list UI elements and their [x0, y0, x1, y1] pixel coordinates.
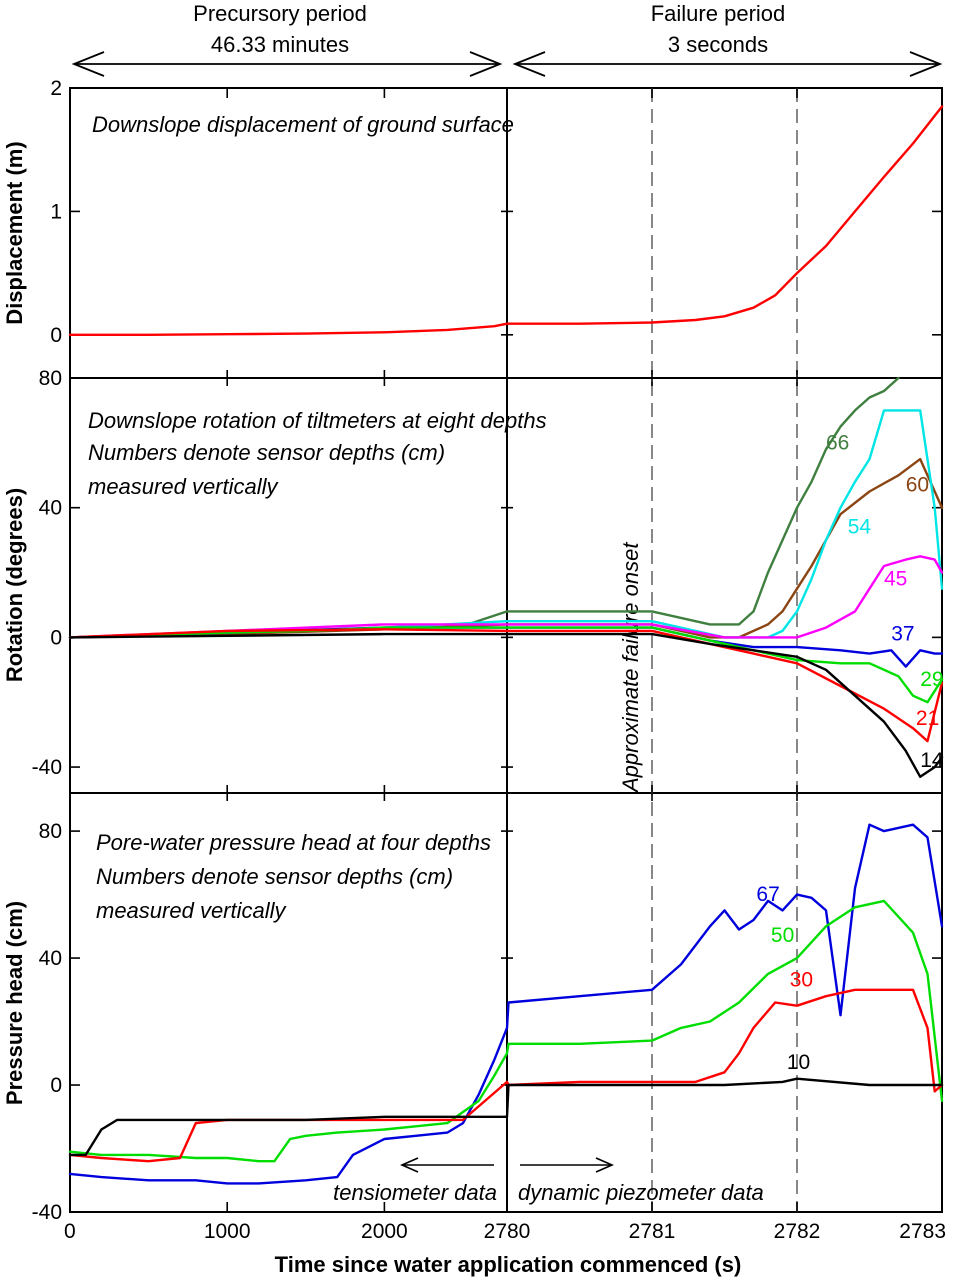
- series-label-21: 21: [916, 707, 939, 730]
- failure-onset-annotation: Approximate failure onset: [618, 542, 643, 794]
- tensiometer-arrow: [400, 1157, 494, 1173]
- x-tick-label: 2000: [361, 1220, 408, 1243]
- y-tick-label: 80: [39, 820, 62, 843]
- pressure-axis-title: Pressure head (cm): [2, 901, 27, 1105]
- x-tick-label: 1000: [204, 1220, 251, 1243]
- x-tick-label: 2781: [629, 1220, 676, 1243]
- series-line-30: [68, 988, 944, 1163]
- y-axis-ticks: 0 1 2 -40 0 40 80 -40 0 40 80: [32, 77, 942, 1224]
- piezometer-label: dynamic piezometer data: [518, 1180, 764, 1205]
- x-axis-ticks: 0 1000 2000 2780 2781 2782 2783: [64, 88, 946, 1243]
- series-line: [68, 105, 944, 336]
- pressure-panel-note-1: Numbers denote sensor depths (cm): [96, 864, 453, 889]
- x-tick-label: 2783: [899, 1220, 946, 1243]
- series-label-14: 14: [920, 749, 944, 772]
- precursory-title: Precursory period: [193, 1, 367, 26]
- failure-arrow: [512, 51, 943, 77]
- rotation-panel-title: Downslope rotation of tiltmeters at eigh…: [88, 408, 547, 433]
- displacement-panel-title: Downslope displacement of ground surface: [92, 112, 514, 137]
- x-tick-label: 2782: [774, 1220, 821, 1243]
- series-line-50: [68, 899, 944, 1163]
- rotation-panel-note-1: Numbers denote sensor depths (cm): [88, 440, 445, 465]
- series-label-67: 67: [756, 883, 779, 906]
- y-tick-label: 0: [50, 1074, 62, 1097]
- series-label-50: 50: [771, 924, 794, 947]
- y-tick-label: 2: [50, 77, 62, 100]
- pressure-panel-note-2: measured vertically: [96, 898, 288, 923]
- y-tick-label: 40: [39, 947, 62, 970]
- x-axis-title: Time since water application commenced (…: [275, 1252, 742, 1277]
- failure-duration: 3 seconds: [668, 32, 768, 57]
- y-tick-label: 1: [50, 200, 62, 223]
- pressure-panel-title: Pore-water pressure head at four depths: [96, 830, 491, 855]
- series-line-14: [68, 632, 944, 778]
- precursory-duration: 46.33 minutes: [211, 32, 349, 57]
- y-tick-label: 0: [50, 626, 62, 649]
- y-tick-label: 80: [39, 367, 62, 390]
- series-label-60: 60: [906, 473, 929, 496]
- y-tick-label: 0: [50, 324, 62, 347]
- displacement-axis-title: Displacement (m): [2, 141, 27, 324]
- series-label-29: 29: [920, 668, 943, 691]
- rotation-panel-note-2: measured vertically: [88, 474, 280, 499]
- y-tick-label: -40: [32, 1201, 62, 1224]
- piezometer-arrow: [520, 1157, 614, 1173]
- series-line-54: [68, 409, 944, 639]
- series-label-37: 37: [891, 623, 914, 646]
- series-label-45: 45: [884, 568, 907, 591]
- series-label-54: 54: [848, 516, 872, 539]
- tensiometer-label: tensiometer data: [333, 1180, 497, 1205]
- series-labels: 66 60 54 45 37 29 21 14 67 50 30 10: [756, 431, 944, 1074]
- precursory-arrow: [71, 51, 503, 77]
- x-tick-label: 0: [64, 1220, 76, 1243]
- series-label-66: 66: [826, 431, 849, 454]
- series-line-21: [68, 628, 944, 743]
- rotation-axis-title: Rotation (degrees): [2, 488, 27, 682]
- x-tick-label: 2780: [484, 1220, 531, 1243]
- y-tick-label: 40: [39, 497, 62, 520]
- series-label-10: 10: [787, 1051, 810, 1074]
- failure-title: Failure period: [651, 1, 786, 26]
- series-label-30: 30: [790, 969, 813, 992]
- series-layer: [68, 105, 944, 1185]
- series-line-45: [68, 555, 944, 639]
- series-line-10: [68, 1077, 944, 1157]
- y-tick-label: -40: [32, 756, 62, 779]
- series-line-67: [68, 823, 944, 1185]
